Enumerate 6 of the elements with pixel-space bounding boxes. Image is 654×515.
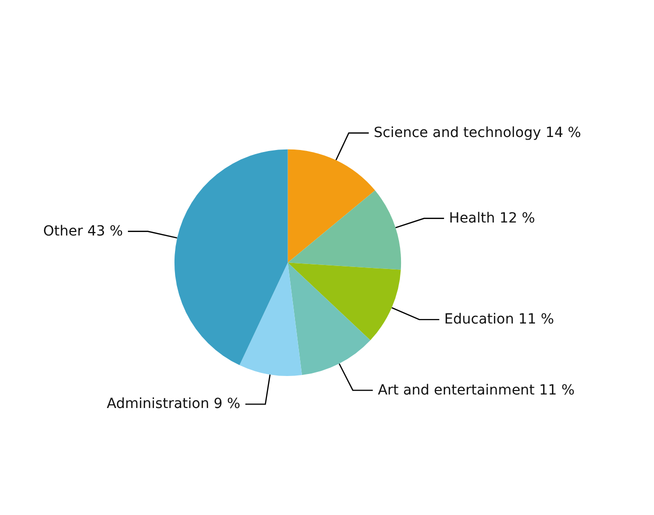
slice-label: Art and entertainment 11 % bbox=[378, 382, 575, 398]
slice-label: Education 11 % bbox=[444, 312, 554, 328]
slice-label: Health 12 % bbox=[449, 210, 536, 226]
slice-label: Administration 9 % bbox=[106, 396, 240, 412]
slice-label: Other 43 % bbox=[43, 223, 123, 240]
slice-label: Science and technology 14 % bbox=[374, 124, 582, 141]
